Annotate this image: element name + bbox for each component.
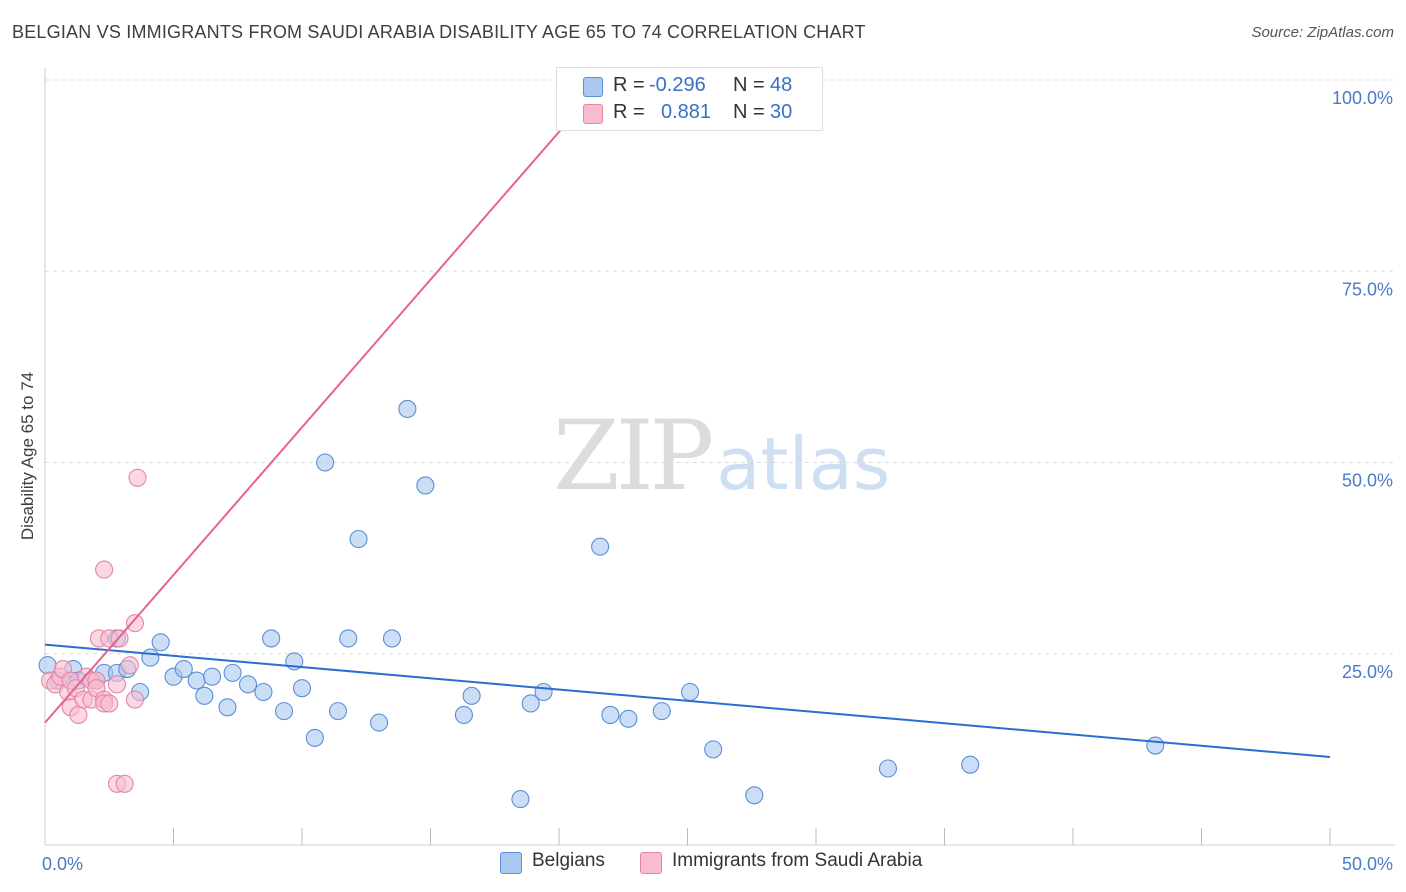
- saudi-point: [69, 705, 88, 725]
- watermark-atlas: atlas: [716, 422, 891, 506]
- belgians-point: [151, 633, 170, 652]
- belgians-point: [591, 537, 610, 556]
- belgians-point: [511, 790, 530, 809]
- belgians-point: [187, 671, 206, 690]
- belgians-point: [292, 679, 312, 698]
- belgians-point: [601, 705, 620, 725]
- belgians-point: [203, 667, 222, 686]
- belgians-point: [745, 786, 764, 805]
- bottom-legend-label-belgians: Belgians: [532, 850, 605, 871]
- saudi-points: [41, 70, 594, 793]
- bottom-legend-label-saudi: Immigrants from Saudi Arabia: [672, 850, 923, 871]
- belgians-point: [681, 682, 700, 702]
- belgians-point: [416, 476, 435, 495]
- belgians-point: [704, 740, 723, 759]
- source-credit: Source: ZipAtlas.com: [1251, 24, 1394, 41]
- x-tick-label: 0.0%: [42, 854, 83, 874]
- legend-r-label: R =: [613, 74, 645, 96]
- belgians-trend-line: [44, 643, 1331, 759]
- belgians-point: [382, 629, 402, 648]
- axes: [44, 68, 1395, 846]
- belgians-point: [274, 702, 294, 721]
- chart-title: BELGIAN VS IMMIGRANTS FROM SAUDI ARABIA …: [12, 22, 866, 42]
- legend-swatch-saudi: [583, 104, 603, 124]
- y-tick-label: 100.0%: [1332, 88, 1393, 108]
- belgians-point: [262, 629, 281, 648]
- belgians-point: [1146, 736, 1165, 755]
- belgians-point: [534, 682, 553, 702]
- belgians-point: [349, 529, 368, 549]
- belgians-point: [218, 698, 237, 717]
- y-tick-label: 25.0%: [1342, 662, 1393, 682]
- belgians-point: [305, 728, 324, 747]
- belgians-point: [328, 702, 348, 721]
- legend-n-label: N =: [733, 74, 765, 96]
- saudi-point: [120, 656, 139, 675]
- legend-n-value: 48: [770, 74, 793, 96]
- belgians-point: [454, 705, 473, 725]
- saudi-trend-line: [44, 86, 599, 724]
- belgians-point: [398, 399, 417, 419]
- belgians-point: [462, 686, 481, 705]
- belgians-point: [521, 694, 540, 713]
- belgians-point: [878, 759, 898, 778]
- x-tick-label: 50.0%: [1342, 854, 1393, 874]
- belgians-point: [316, 453, 335, 472]
- belgians-point: [619, 709, 638, 728]
- belgians-point: [174, 659, 193, 679]
- y-tick-label: 75.0%: [1342, 279, 1393, 299]
- saudi-point: [128, 468, 147, 487]
- saudi-point: [125, 690, 144, 709]
- belgians-point: [223, 663, 242, 682]
- saudi-point: [95, 560, 114, 579]
- bottom-legend-swatch-belgians: [500, 852, 522, 874]
- belgians-point: [254, 682, 273, 702]
- legend-r-label: R =: [613, 101, 645, 123]
- correlation-legend: R = -0.296 N = 48 R = 0.881 N = 30: [556, 67, 823, 131]
- tick-labels: 25.0% 50.0% 75.0% 100.0% 0.0% 50.0%: [42, 88, 1393, 874]
- saudi-point: [125, 614, 144, 633]
- legend-swatch-belgians: [583, 77, 603, 97]
- watermark-zip: ZIP: [553, 400, 714, 512]
- belgians-point: [370, 713, 389, 732]
- bottom-legend-swatch-saudi: [640, 852, 662, 874]
- legend-r-value: -0.296: [649, 74, 706, 96]
- legend-r-value: 0.881: [661, 101, 712, 123]
- belgians-point: [141, 648, 160, 667]
- belgians-point: [238, 675, 258, 694]
- belgians-points: [38, 399, 1165, 809]
- belgians-point: [652, 702, 671, 721]
- belgians-point: [961, 755, 980, 774]
- legend-n-value: 30: [770, 101, 793, 123]
- watermark: ZIPatlas: [553, 400, 890, 512]
- belgians-point: [339, 629, 358, 648]
- trend-lines: [44, 86, 1331, 759]
- grid-lines: [45, 79, 1395, 655]
- saudi-point: [100, 694, 119, 713]
- saudi-point: [115, 774, 134, 793]
- y-tick-label: 50.0%: [1342, 471, 1393, 491]
- belgians-point: [195, 686, 214, 705]
- saudi-point: [107, 675, 127, 694]
- legend-n-label: N =: [733, 101, 765, 123]
